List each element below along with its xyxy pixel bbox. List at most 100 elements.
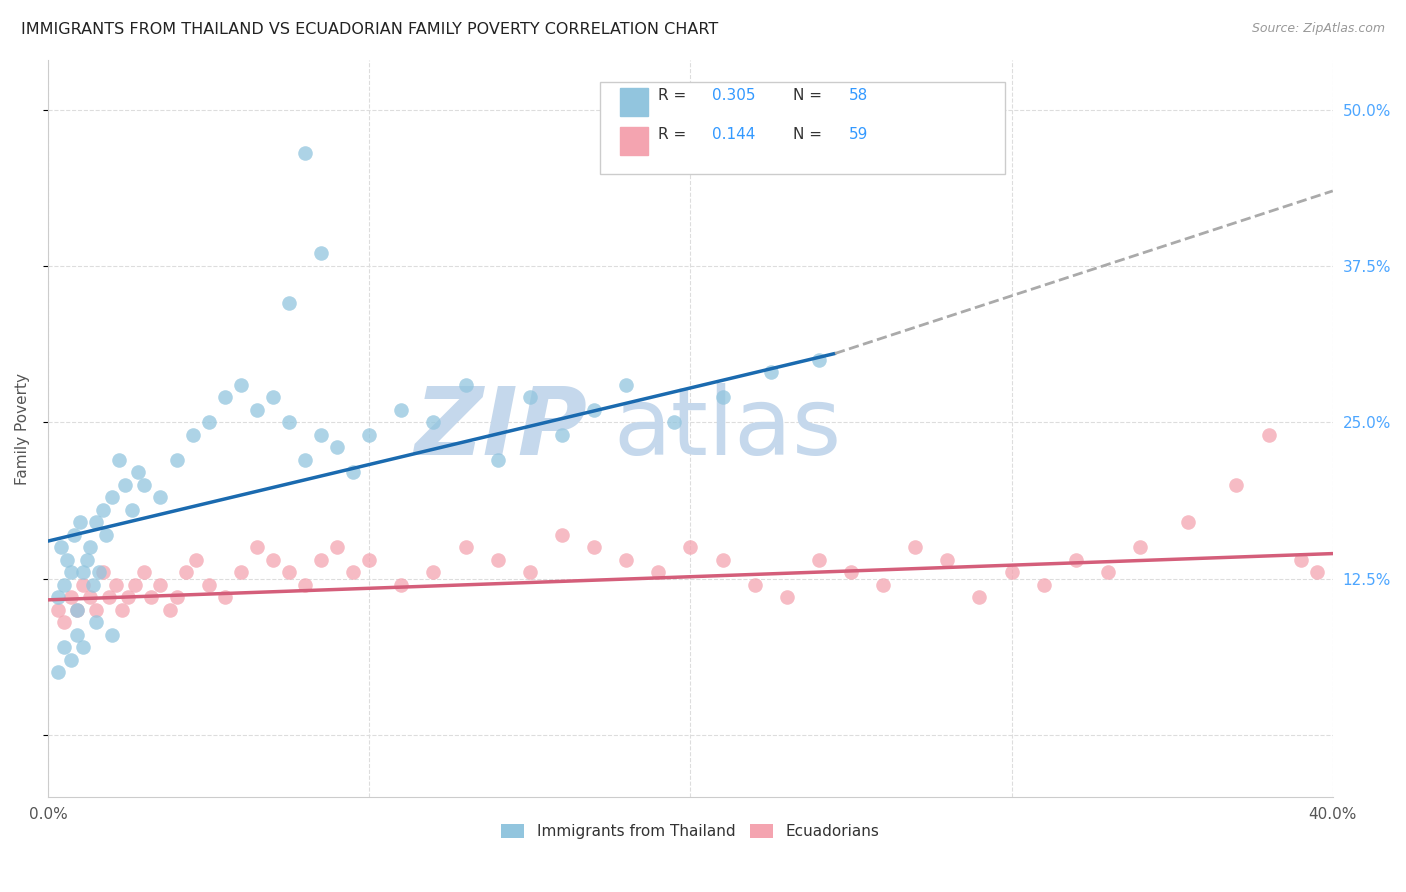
Point bbox=[72, 578, 94, 592]
Point bbox=[79, 591, 101, 605]
Point bbox=[1064, 553, 1087, 567]
Point bbox=[229, 566, 252, 580]
Point bbox=[551, 427, 574, 442]
Point bbox=[711, 553, 734, 567]
Point bbox=[49, 541, 72, 555]
Point bbox=[134, 477, 156, 491]
Point bbox=[614, 553, 637, 567]
Text: IMMIGRANTS FROM THAILAND VS ECUADORIAN FAMILY POVERTY CORRELATION CHART: IMMIGRANTS FROM THAILAND VS ECUADORIAN F… bbox=[21, 22, 718, 37]
Point bbox=[246, 402, 269, 417]
Point bbox=[139, 591, 162, 605]
Point bbox=[969, 591, 991, 605]
Point bbox=[62, 528, 84, 542]
Point bbox=[166, 591, 188, 605]
Point bbox=[422, 415, 444, 429]
Point bbox=[214, 591, 236, 605]
Point bbox=[664, 415, 686, 429]
Point bbox=[262, 553, 284, 567]
Point bbox=[46, 591, 69, 605]
Point bbox=[66, 603, 89, 617]
Point bbox=[72, 640, 94, 655]
Point bbox=[84, 516, 107, 530]
Point bbox=[197, 578, 219, 592]
Point bbox=[53, 615, 76, 630]
Point bbox=[839, 566, 862, 580]
Point bbox=[69, 516, 91, 530]
Point bbox=[807, 352, 830, 367]
Point bbox=[1032, 578, 1054, 592]
Point bbox=[114, 477, 136, 491]
Bar bbox=[620, 87, 648, 116]
Point bbox=[89, 566, 111, 580]
Point bbox=[294, 146, 316, 161]
Point bbox=[454, 541, 477, 555]
Point bbox=[59, 591, 82, 605]
Point bbox=[759, 365, 782, 379]
Point bbox=[744, 578, 766, 592]
Point bbox=[53, 578, 76, 592]
Point bbox=[342, 465, 364, 479]
Y-axis label: Family Poverty: Family Poverty bbox=[15, 373, 30, 484]
Point bbox=[181, 427, 204, 442]
Point bbox=[82, 578, 104, 592]
Point bbox=[519, 566, 541, 580]
Point bbox=[91, 566, 114, 580]
Text: N =: N = bbox=[793, 88, 827, 103]
Point bbox=[389, 402, 412, 417]
Point bbox=[166, 452, 188, 467]
Point bbox=[101, 628, 124, 642]
Point bbox=[1129, 541, 1152, 555]
Point bbox=[679, 541, 702, 555]
Point bbox=[127, 465, 149, 479]
Point bbox=[1225, 477, 1247, 491]
Point bbox=[309, 553, 332, 567]
Legend: Immigrants from Thailand, Ecuadorians: Immigrants from Thailand, Ecuadorians bbox=[495, 818, 886, 845]
Point bbox=[389, 578, 412, 592]
Point bbox=[53, 640, 76, 655]
Text: 0.305: 0.305 bbox=[713, 88, 756, 103]
Point bbox=[246, 541, 269, 555]
Point bbox=[149, 578, 172, 592]
Text: 0.144: 0.144 bbox=[713, 128, 755, 143]
Point bbox=[59, 566, 82, 580]
Point bbox=[56, 553, 79, 567]
Text: ZIP: ZIP bbox=[415, 383, 588, 475]
Point bbox=[98, 591, 121, 605]
Point bbox=[1257, 427, 1279, 442]
Point bbox=[84, 615, 107, 630]
Point bbox=[149, 491, 172, 505]
Text: R =: R = bbox=[658, 88, 692, 103]
Point bbox=[583, 402, 606, 417]
Point bbox=[583, 541, 606, 555]
Text: 59: 59 bbox=[848, 128, 868, 143]
Point bbox=[1097, 566, 1119, 580]
Point bbox=[229, 377, 252, 392]
Point bbox=[776, 591, 799, 605]
Point bbox=[111, 603, 134, 617]
Text: atlas: atlas bbox=[613, 383, 842, 475]
Point bbox=[872, 578, 894, 592]
Point bbox=[326, 440, 349, 454]
Point bbox=[1305, 566, 1327, 580]
Point bbox=[214, 390, 236, 404]
Point bbox=[454, 377, 477, 392]
Point bbox=[121, 503, 143, 517]
Point bbox=[66, 603, 89, 617]
Point bbox=[84, 603, 107, 617]
Point bbox=[278, 415, 301, 429]
Point bbox=[278, 566, 301, 580]
Point bbox=[519, 390, 541, 404]
Point bbox=[76, 553, 98, 567]
Point bbox=[486, 553, 509, 567]
Point bbox=[72, 566, 94, 580]
Point bbox=[59, 653, 82, 667]
Point bbox=[94, 528, 117, 542]
Point bbox=[46, 665, 69, 680]
Point bbox=[309, 246, 332, 260]
Point bbox=[294, 452, 316, 467]
Text: R =: R = bbox=[658, 128, 692, 143]
Point bbox=[1177, 516, 1199, 530]
Point bbox=[342, 566, 364, 580]
Point bbox=[936, 553, 959, 567]
Point bbox=[117, 591, 139, 605]
